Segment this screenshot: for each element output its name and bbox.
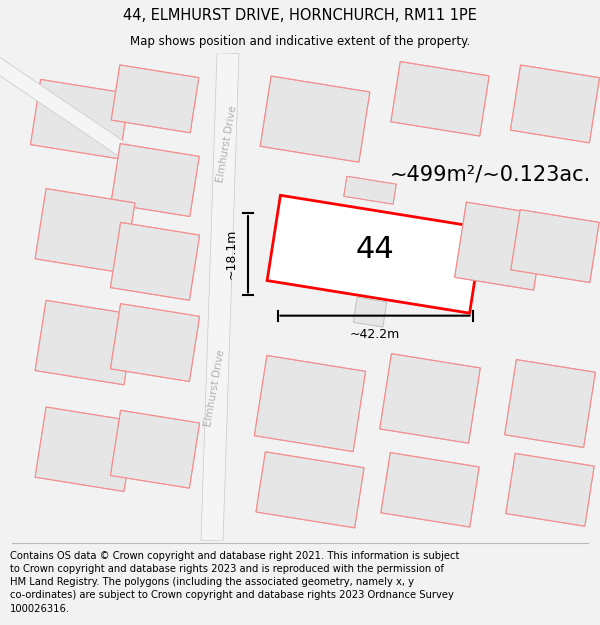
Polygon shape bbox=[110, 222, 200, 300]
Polygon shape bbox=[254, 356, 365, 452]
Polygon shape bbox=[0, 47, 134, 161]
Polygon shape bbox=[511, 65, 599, 143]
Text: Map shows position and indicative extent of the property.: Map shows position and indicative extent… bbox=[130, 35, 470, 48]
Text: ~42.2m: ~42.2m bbox=[350, 328, 400, 341]
Polygon shape bbox=[511, 209, 599, 282]
Polygon shape bbox=[111, 144, 199, 216]
Polygon shape bbox=[201, 52, 239, 541]
Text: Elmhurst Drive: Elmhurst Drive bbox=[215, 105, 239, 184]
Polygon shape bbox=[110, 304, 200, 381]
Polygon shape bbox=[391, 62, 489, 136]
Polygon shape bbox=[31, 79, 130, 159]
Text: Contains OS data © Crown copyright and database right 2021. This information is : Contains OS data © Crown copyright and d… bbox=[10, 551, 460, 614]
Polygon shape bbox=[267, 195, 483, 313]
Text: 44: 44 bbox=[356, 234, 394, 264]
Text: 44, ELMHURST DRIVE, HORNCHURCH, RM11 1PE: 44, ELMHURST DRIVE, HORNCHURCH, RM11 1PE bbox=[123, 8, 477, 23]
Polygon shape bbox=[35, 407, 135, 491]
Polygon shape bbox=[110, 410, 200, 488]
Text: Elmhurst Drive: Elmhurst Drive bbox=[203, 349, 227, 428]
Polygon shape bbox=[35, 301, 135, 385]
Polygon shape bbox=[344, 176, 396, 204]
Polygon shape bbox=[256, 452, 364, 528]
Text: ~18.1m: ~18.1m bbox=[225, 229, 238, 279]
Polygon shape bbox=[506, 453, 594, 526]
Polygon shape bbox=[455, 202, 545, 290]
Text: ~499m²/~0.123ac.: ~499m²/~0.123ac. bbox=[390, 165, 591, 185]
Polygon shape bbox=[35, 189, 135, 273]
Polygon shape bbox=[267, 195, 483, 313]
Polygon shape bbox=[505, 359, 595, 448]
Polygon shape bbox=[381, 452, 479, 527]
Polygon shape bbox=[111, 65, 199, 132]
Polygon shape bbox=[353, 297, 387, 327]
Polygon shape bbox=[380, 354, 481, 443]
Polygon shape bbox=[260, 76, 370, 162]
